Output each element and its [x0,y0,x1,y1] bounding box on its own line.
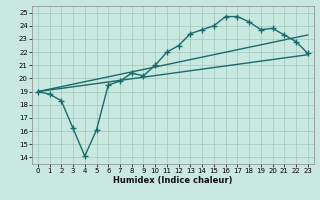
X-axis label: Humidex (Indice chaleur): Humidex (Indice chaleur) [113,176,233,185]
